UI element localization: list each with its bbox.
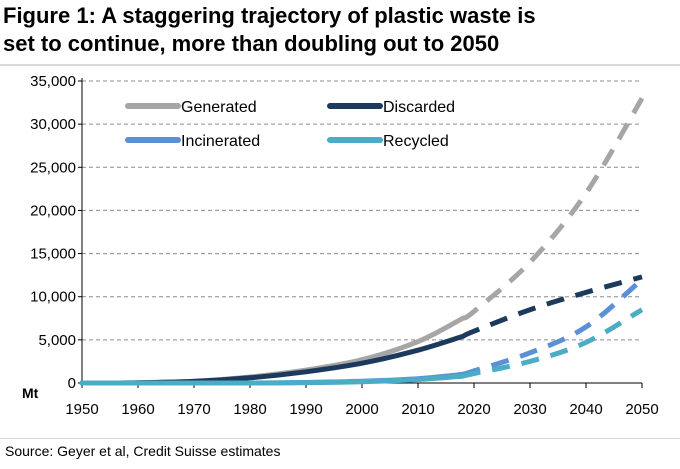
y-tick-label-30000: 30,000 (30, 116, 76, 133)
x-tick-label-2040: 2040 (569, 401, 602, 418)
source-note: Source: Geyer et al, Credit Suisse estim… (5, 443, 280, 459)
legend-label-generated: Generated (181, 99, 257, 116)
x-tick-label-1990: 1990 (289, 401, 322, 418)
x-tick-label-1950: 1950 (65, 401, 98, 418)
y-tick-label-35000: 35,000 (30, 73, 76, 90)
legend-label-discarded: Discarded (383, 99, 455, 116)
series-discarded-historical-line (82, 336, 463, 383)
y-tick-label-5000: 5,000 (38, 332, 76, 349)
y-tick-label-0: 0 (68, 375, 76, 392)
y-tick-label-25000: 25,000 (30, 159, 76, 176)
x-tick-label-2010: 2010 (401, 401, 434, 418)
line-chart: 0 5,000 10,000 15,000 20,000 25,000 30,000 35,0… (0, 0, 680, 436)
x-tick-label-1970: 1970 (177, 401, 210, 418)
x-tick-label-2050: 2050 (625, 401, 658, 418)
y-axis-unit-label: Mt (22, 385, 39, 401)
y-tick-label-15000: 15,000 (30, 246, 76, 263)
x-tick-label-2020: 2020 (457, 401, 490, 418)
y-tick-label-10000: 10,000 (30, 289, 76, 306)
source-divider (0, 438, 680, 439)
x-tick-label-1980: 1980 (233, 401, 266, 418)
x-tick-label-2000: 2000 (345, 401, 378, 418)
legend-label-recycled: Recycled (383, 133, 449, 150)
legend-label-incinerated: Incinerated (181, 133, 260, 150)
x-tick-label-1960: 1960 (121, 401, 154, 418)
y-tick-label-20000: 20,000 (30, 202, 76, 219)
x-tick-label-2030: 2030 (513, 401, 546, 418)
